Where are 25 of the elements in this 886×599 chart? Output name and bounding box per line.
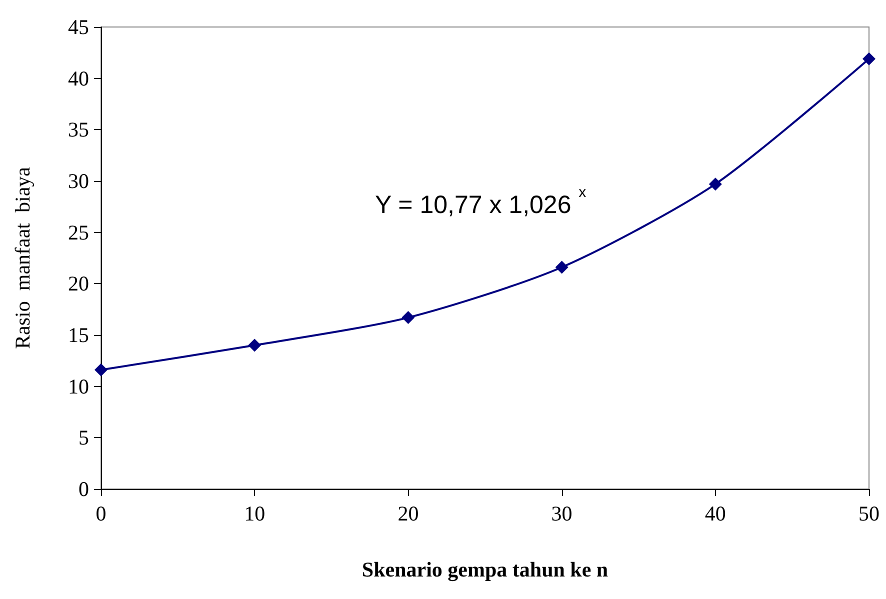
y-tick-label: 35 — [68, 118, 89, 142]
point — [248, 338, 262, 352]
y-tick-label: 40 — [68, 66, 89, 90]
x-tick-label: 40 — [704, 502, 726, 526]
point — [708, 178, 722, 191]
x-tick-label: 20 — [398, 502, 419, 526]
point — [402, 311, 415, 324]
y-tick-label: 5 — [78, 426, 89, 450]
point — [94, 363, 108, 376]
y-tick-label: 30 — [68, 169, 89, 193]
x-tick-label: 0 — [96, 502, 106, 526]
point — [862, 52, 876, 66]
x-tick-label: 50 — [858, 502, 880, 526]
annotation: Y = 10,77 x 1,026 x — [375, 184, 587, 219]
y-tick-label: 15 — [68, 323, 89, 347]
point — [555, 260, 568, 274]
y-tick-label: 20 — [68, 272, 89, 296]
y-tick-label: 10 — [68, 374, 89, 398]
y-tick-label: 25 — [68, 220, 89, 244]
x-tick-label: 30 — [551, 502, 572, 526]
y-tick-label: 45 — [68, 15, 89, 39]
x-tick-label: 10 — [244, 502, 266, 526]
y-tick-label: 0 — [78, 477, 89, 501]
x-axis-title: Skenario gempa tahun ke n — [362, 558, 608, 582]
y-axis-title: Rasio manfaat biaya — [10, 166, 34, 349]
